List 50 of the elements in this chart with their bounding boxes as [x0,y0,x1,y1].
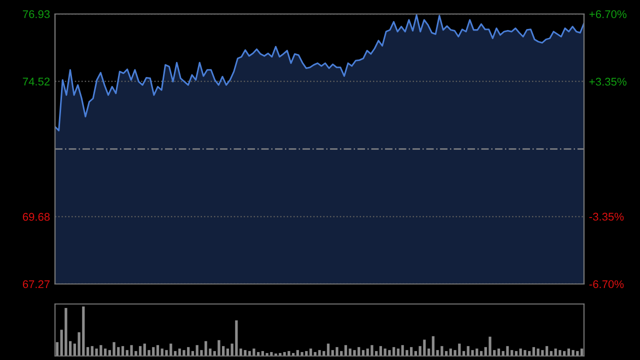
bar [488,336,492,356]
bar [318,350,321,356]
y2-tick-label: -6.70% [589,280,624,288]
bar [248,351,251,356]
y2-tick-label: +3.35% [589,78,626,86]
y-tick-label: 67.27 [22,280,50,288]
bar [208,348,212,356]
bar [353,350,356,356]
bar [235,320,238,356]
bar [427,348,430,356]
bar [300,352,304,356]
bar [576,351,579,356]
bar [567,348,570,356]
bar [532,347,536,356]
bar [86,347,90,356]
bar [130,345,133,356]
y-tick-label: 69.68 [22,212,50,221]
bar [121,346,124,356]
bar [112,342,116,356]
bar [309,348,312,356]
bar [541,350,544,356]
bar [401,345,404,356]
bar [138,346,142,356]
y-tick-label: 76.93 [22,10,50,18]
bar [379,346,382,356]
bar [326,344,330,356]
bar [506,346,509,356]
bar [283,352,286,356]
y-tick-label: 74.52 [22,78,50,86]
bar [218,340,220,356]
bar [266,353,268,356]
bar [95,348,98,356]
bar [182,350,186,356]
bar [410,347,413,356]
bar [239,348,242,356]
y2-tick-label: +6.70% [589,10,626,18]
bar [396,348,400,356]
bar [558,350,562,356]
bar [156,345,160,356]
bar [524,350,526,356]
bar [336,347,338,356]
bar [471,350,474,356]
bar [68,341,72,356]
bar [104,348,107,356]
bar [497,348,500,356]
bar [388,350,391,356]
bar [344,345,348,356]
y2-tick-label: -3.35% [589,212,624,221]
bar [226,348,229,356]
bar [370,345,374,356]
